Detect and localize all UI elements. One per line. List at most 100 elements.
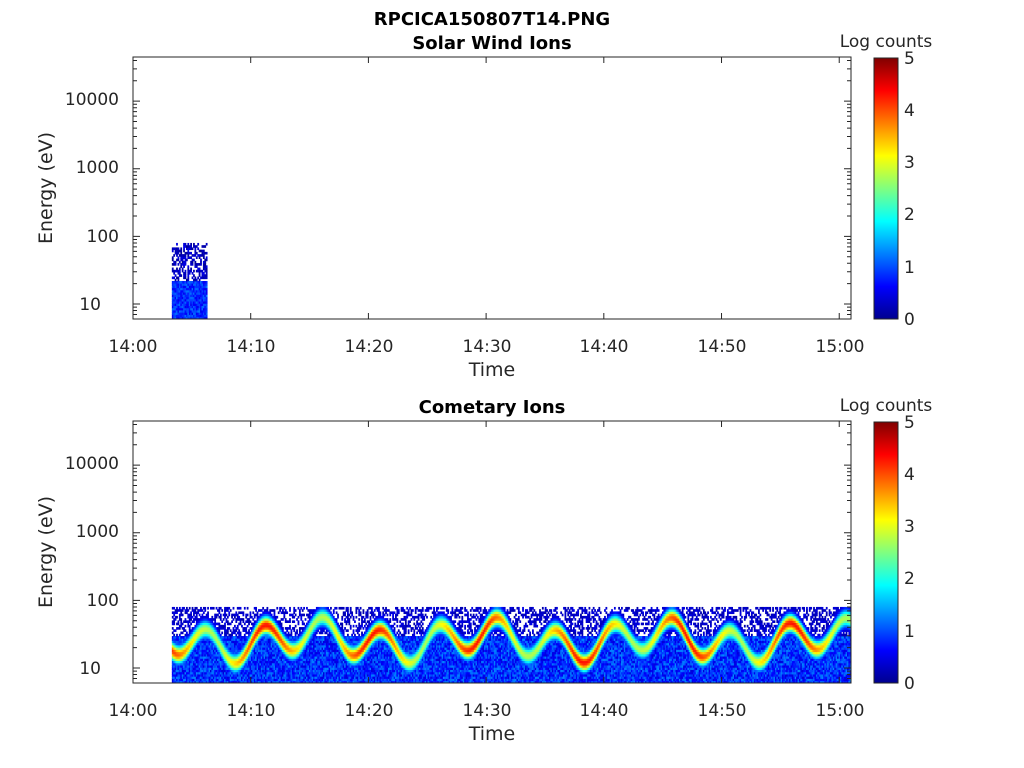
spectrogram-cell [209,624,212,628]
spectrogram-cell [235,651,238,655]
spectrogram-cell [185,651,188,655]
spectrogram-cell [256,613,259,617]
spectrogram-cell [225,640,228,644]
spectrogram-cell [253,638,256,641]
spectrogram-cell [211,644,214,648]
spectrogram-cell [180,676,183,679]
spectrogram-cell [239,649,242,653]
spectrogram-cell [200,629,202,632]
spectrogram-cell [201,644,204,648]
spectrogram-cell [250,647,253,650]
spectrogram-cell [193,618,195,621]
spectrogram-cell [188,620,191,623]
spectrogram-cell [250,638,253,641]
spectrogram-cell [258,649,260,653]
spectrogram-cell [226,667,229,670]
spectrogram-cell [194,298,197,302]
spectrogram-cell [205,624,208,628]
spectrogram-cell [191,305,194,309]
spectrogram-cell [225,669,228,673]
spectrogram-cell [190,287,193,291]
spectrogram-cell [246,656,249,659]
spectrogram-cell [236,613,239,617]
spectrogram-cell [188,640,191,644]
spectrogram-cell [200,647,202,650]
spectrogram-cell [187,662,190,666]
spectrogram-cell [252,649,255,653]
spectrogram-cell [265,662,267,666]
spectrogram-cell [258,631,260,635]
spectrogram-cell [265,678,267,682]
spectrogram-cell [246,680,249,683]
spectrogram-cell [194,642,197,646]
spectrogram-cell [197,631,200,635]
spectrogram-cell [190,256,193,259]
spectrogram-cell [304,618,307,621]
spectrogram-cell [200,296,202,300]
spectrogram-cell [215,656,218,659]
spectrogram-cell [185,609,188,612]
spectrogram-cell [256,660,259,664]
spectrogram-cell [197,651,200,655]
spectrogram-cell [198,647,201,650]
spectrogram-cell [215,658,218,662]
spectrogram-cell [256,622,259,626]
spectrogram-cell [201,254,204,257]
spectrogram-cell [212,662,215,666]
spectrogram-cell [262,644,265,648]
spectrogram-cell [262,622,265,626]
spectrogram-cell [258,665,260,668]
spectrogram-cell [176,316,178,319]
spectrogram-cell [194,289,197,293]
spectrogram-cell [200,292,202,295]
spectrogram-cell [258,627,260,630]
spectrogram-cell [188,665,191,668]
spectrogram-cell [200,618,202,621]
spectrogram-cell [212,649,215,653]
spectrogram-cell [180,631,183,635]
spectrogram-cell [201,651,204,655]
spectrogram-cell [215,644,218,648]
spectrogram-cell [178,296,181,300]
spectrogram-cell [201,624,204,628]
spectrogram-cell [195,658,198,662]
spectrogram-cell [225,671,228,675]
spectrogram-cell [215,653,218,657]
spectrogram-cell [212,667,215,670]
spectrogram-cell [177,676,180,679]
spectrogram-cell [224,606,226,610]
spectrogram-cell [214,667,217,670]
spectrogram-cell [191,644,194,648]
spectrogram-cell [228,622,231,626]
y-tick-labels-solar-wind: 10 100 1000 10000 [65,90,119,315]
spectrogram-cell [242,651,245,655]
spectrogram-cell [258,662,260,666]
spectrogram-cell [226,644,229,648]
spectrogram-cell [250,680,253,683]
spectrogram-cell [229,651,232,655]
spectrogram-cell [238,680,241,683]
spectrogram-cell [181,314,184,318]
spectrogram-cell [174,303,177,306]
spectrogram-cell [194,285,197,289]
spectrogram-cell [214,638,217,641]
spectrogram-cell [174,647,177,650]
spectrogram-cell [215,613,218,617]
spectrogram-cell [218,638,221,641]
spectrogram-cell [181,658,184,662]
spectrogram-cell [183,307,185,311]
spectrogram-cell [195,653,198,657]
spectrogram-cell [256,651,259,655]
spectrogram-cell [217,647,219,650]
spectrogram-cell [183,662,185,666]
spectrogram-cell [187,292,190,295]
spectrogram-cell [185,296,188,300]
spectrogram-cell [194,674,197,677]
spectrogram-cell [185,289,188,293]
spectrogram-cell [241,644,243,648]
spectrogram-cell [185,312,188,315]
spectrogram-cell [197,618,200,621]
spectrogram-cell [195,667,198,670]
spectrogram-cell [193,629,195,632]
spectrogram-cell [181,263,184,266]
